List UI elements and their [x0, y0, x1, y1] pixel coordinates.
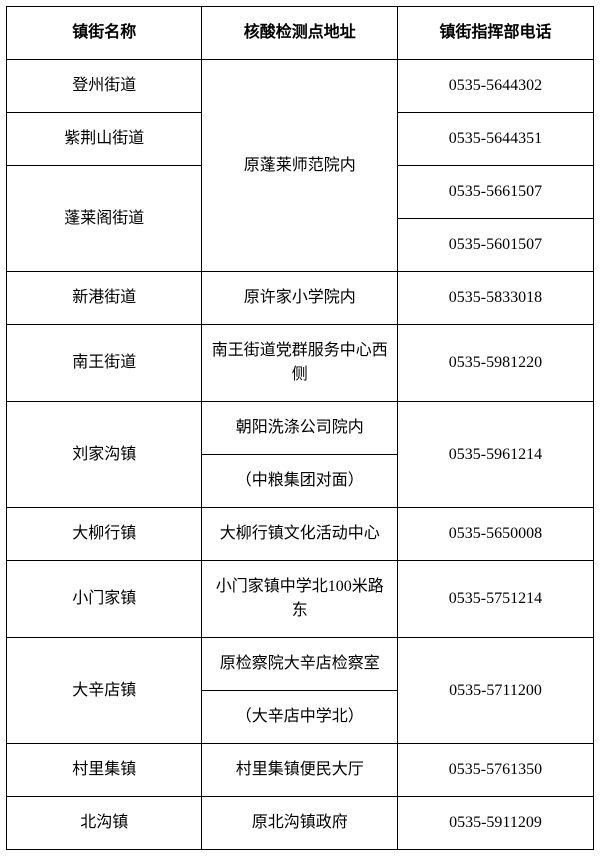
phone-cell: 0535-5761350: [397, 744, 593, 797]
town-name-cell: 小门家镇: [7, 561, 202, 638]
address-cell: （中粮集团对面）: [202, 455, 397, 508]
phone-cell: 0535-5601507: [397, 219, 593, 272]
address-cell: 南王街道党群服务中心西侧: [202, 325, 397, 402]
address-cell: 小门家镇中学北100米路东: [202, 561, 397, 638]
address-cell: 原北沟镇政府: [202, 797, 397, 850]
table-container: 镇街名称 核酸检测点地址 镇街指挥部电话 登州街道 原蓬莱师范院内 0535-5…: [0, 0, 600, 856]
phone-cell: 0535-5650008: [397, 508, 593, 561]
header-test-address: 核酸检测点地址: [202, 7, 397, 60]
phone-cell: 0535-5981220: [397, 325, 593, 402]
table-row: 刘家沟镇 朝阳洗涤公司院内 0535-5961214: [7, 402, 594, 455]
town-name-cell: 紫荆山街道: [7, 113, 202, 166]
address-cell: 原许家小学院内: [202, 272, 397, 325]
phone-cell: 0535-5644302: [397, 60, 593, 113]
address-cell: 原检察院大辛店检察室: [202, 638, 397, 691]
address-cell: 原蓬莱师范院内: [202, 60, 397, 272]
town-name-cell: 南王街道: [7, 325, 202, 402]
phone-cell: 0535-5711200: [397, 638, 593, 744]
table-row: 登州街道 原蓬莱师范院内 0535-5644302: [7, 60, 594, 113]
address-cell: 村里集镇便民大厅: [202, 744, 397, 797]
address-cell: 大柳行镇文化活动中心: [202, 508, 397, 561]
header-phone: 镇街指挥部电话: [397, 7, 593, 60]
table-row: 北沟镇 原北沟镇政府 0535-5911209: [7, 797, 594, 850]
phone-cell: 0535-5751214: [397, 561, 593, 638]
phone-cell: 0535-5833018: [397, 272, 593, 325]
town-name-cell: 大辛店镇: [7, 638, 202, 744]
town-name-cell: 大柳行镇: [7, 508, 202, 561]
town-name-cell: 新港街道: [7, 272, 202, 325]
testing-sites-table: 镇街名称 核酸检测点地址 镇街指挥部电话 登州街道 原蓬莱师范院内 0535-5…: [6, 6, 594, 850]
table-row: 大柳行镇 大柳行镇文化活动中心 0535-5650008: [7, 508, 594, 561]
phone-cell: 0535-5644351: [397, 113, 593, 166]
phone-cell: 0535-5661507: [397, 166, 593, 219]
table-row: 大辛店镇 原检察院大辛店检察室 0535-5711200: [7, 638, 594, 691]
phone-cell: 0535-5961214: [397, 402, 593, 508]
header-town-name: 镇街名称: [7, 7, 202, 60]
address-cell: 朝阳洗涤公司院内: [202, 402, 397, 455]
table-row: 小门家镇 小门家镇中学北100米路东 0535-5751214: [7, 561, 594, 638]
address-cell: （大辛店中学北）: [202, 691, 397, 744]
town-name-cell: 刘家沟镇: [7, 402, 202, 508]
town-name-cell: 登州街道: [7, 60, 202, 113]
town-name-cell: 村里集镇: [7, 744, 202, 797]
table-header-row: 镇街名称 核酸检测点地址 镇街指挥部电话: [7, 7, 594, 60]
table-row: 南王街道 南王街道党群服务中心西侧 0535-5981220: [7, 325, 594, 402]
town-name-cell: 蓬莱阁街道: [7, 166, 202, 272]
town-name-cell: 北沟镇: [7, 797, 202, 850]
table-row: 新港街道 原许家小学院内 0535-5833018: [7, 272, 594, 325]
phone-cell: 0535-5911209: [397, 797, 593, 850]
table-row: 村里集镇 村里集镇便民大厅 0535-5761350: [7, 744, 594, 797]
